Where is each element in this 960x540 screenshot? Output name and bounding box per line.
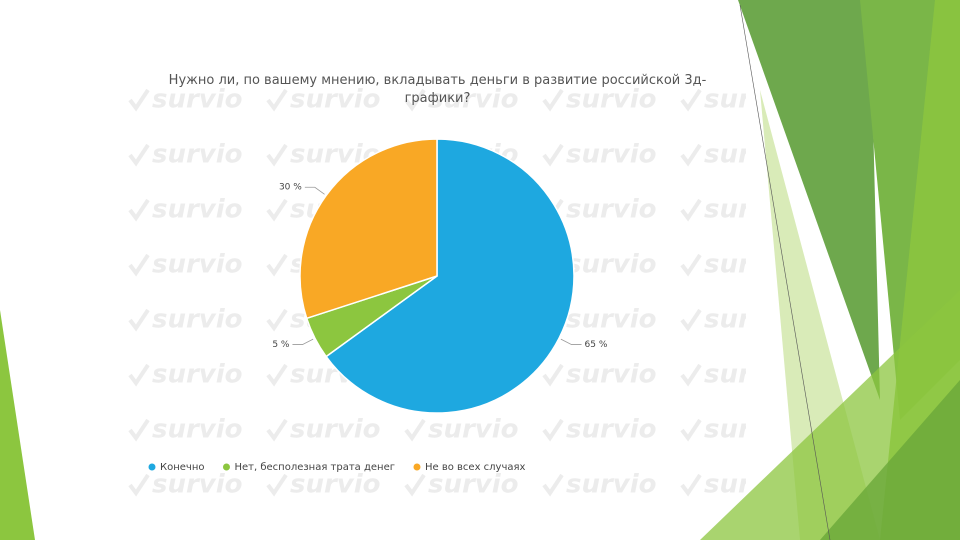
watermark: survio — [152, 470, 243, 500]
watermark: survio — [566, 360, 657, 390]
leader-line — [560, 338, 582, 345]
watermark-layer: survio survio survio survio survio survio surv… — [128, 85, 795, 500]
legend-label: Нет, бесполезная трата денег — [234, 462, 395, 473]
watermark: survio — [566, 470, 657, 500]
watermark: survio — [152, 140, 243, 170]
decor-triangle — [738, 0, 880, 400]
watermark: survio — [152, 305, 243, 335]
watermark-check — [128, 198, 150, 222]
watermark: survio — [290, 85, 381, 115]
watermark: survio — [566, 195, 657, 225]
watermark-check — [266, 143, 288, 167]
watermark: survio — [428, 415, 519, 445]
watermark-check — [542, 143, 564, 167]
pie-slice — [325, 138, 575, 414]
watermark-check — [128, 418, 150, 442]
watermark-check — [680, 363, 702, 387]
legend-label: Не во всех случаях — [425, 462, 526, 473]
watermark: survio — [704, 415, 795, 445]
watermark: survio — [566, 140, 657, 170]
watermark-check — [266, 473, 288, 497]
watermark: survio — [566, 415, 657, 445]
watermark-check — [680, 198, 702, 222]
watermark: survio — [566, 305, 657, 335]
legend-marker — [413, 463, 421, 471]
watermark-check — [266, 418, 288, 442]
watermark-check — [266, 308, 288, 332]
watermark: survio — [704, 85, 795, 115]
watermark: survio — [704, 140, 795, 170]
legend-marker — [222, 463, 230, 471]
watermark: survio — [152, 195, 243, 225]
watermark: survio — [704, 195, 795, 225]
pie: 65 % 5 % 30 % Конечно Нет, бесполезная трата… — [148, 138, 608, 473]
decor-line — [739, 4, 831, 540]
chart-title: Нужно ли, по вашему мнению, вкладывать д… — [168, 73, 707, 106]
watermark-check — [128, 143, 150, 167]
leader-line — [304, 186, 325, 195]
watermark-check — [680, 88, 702, 112]
watermark: survio — [152, 250, 243, 280]
watermark: survio — [704, 250, 795, 280]
watermark-check — [128, 88, 150, 112]
watermark: survio — [290, 470, 381, 500]
watermark-check — [266, 363, 288, 387]
watermark: survio — [704, 470, 795, 500]
watermark-check — [128, 308, 150, 332]
leader-line — [292, 338, 314, 345]
watermark: survio — [152, 415, 243, 445]
pie-slice — [299, 138, 438, 320]
data-label: 65 % — [585, 340, 608, 350]
watermark: survio — [704, 305, 795, 335]
watermark-check — [542, 473, 564, 497]
watermark-check — [404, 473, 426, 497]
watermark: survio — [566, 250, 657, 280]
watermark-check — [542, 418, 564, 442]
watermark: survio — [428, 470, 519, 500]
legend-marker — [148, 463, 156, 471]
watermark: survio — [290, 415, 381, 445]
watermark: survio — [704, 360, 795, 390]
watermark-check — [680, 253, 702, 277]
legend-label: Конечно — [160, 462, 204, 473]
watermark-check — [128, 253, 150, 277]
watermark-check — [680, 308, 702, 332]
watermark-check — [680, 143, 702, 167]
watermark-check — [266, 253, 288, 277]
watermark-check — [542, 88, 564, 112]
watermark: survio — [152, 85, 243, 115]
watermark: survio — [152, 360, 243, 390]
watermark-check — [128, 473, 150, 497]
watermark-check — [266, 88, 288, 112]
watermark-check — [542, 363, 564, 387]
watermark-check — [680, 418, 702, 442]
watermark-check — [128, 363, 150, 387]
data-label: 30 % — [279, 183, 302, 193]
decor-triangle — [820, 380, 960, 540]
watermark-check — [680, 473, 702, 497]
decor-triangle — [0, 310, 35, 540]
watermark-check — [266, 198, 288, 222]
watermark-check — [404, 88, 426, 112]
watermark: survio — [428, 85, 519, 115]
data-label: 5 % — [272, 340, 290, 350]
watermark-check — [404, 418, 426, 442]
watermark: survio — [566, 85, 657, 115]
